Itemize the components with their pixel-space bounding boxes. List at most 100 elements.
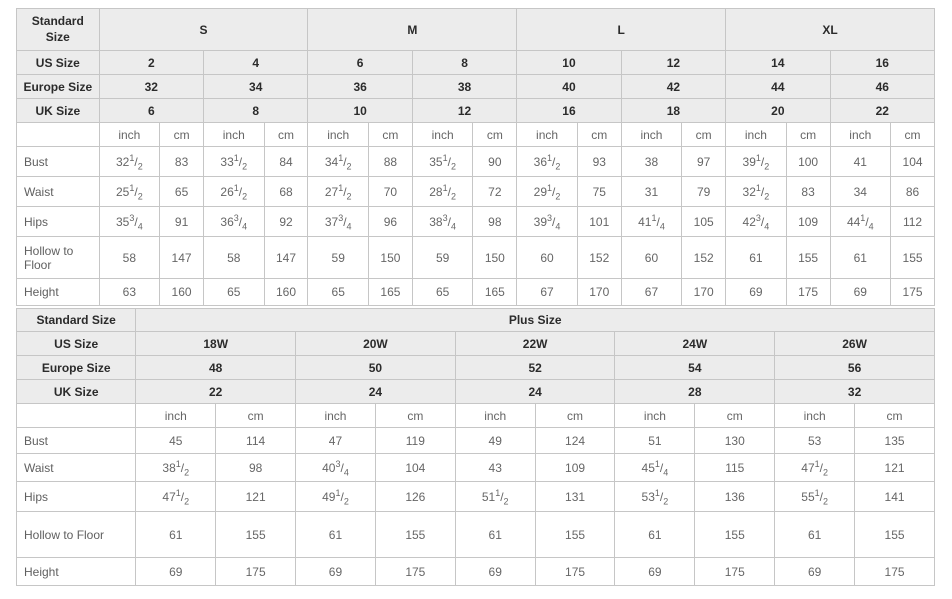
measurement-value-cell: 75 [576,176,622,207]
measurement-value-cell: 551/2 [774,481,856,512]
measurement-row: Hips 353/4 91 363/4 92 373/4 96 383/4 98 393/4 101… [16,206,935,237]
measurement-label-cell: Waist [15,453,137,482]
size-system-label-cell: Europe Size [16,74,100,99]
measurement-row: Hollow to Floor 58 147 58 147 59 150 59 150 60 152… [16,236,935,279]
size-number-cell: 22 [829,98,936,123]
measurement-value-cell: 155 [890,236,935,279]
size-number-cell: 24 [454,379,616,404]
unit-label-cell: inch [307,122,369,147]
measurement-value-cell: 341/2 [307,146,369,177]
unit-label-cell: inch [135,403,217,428]
measurement-value-cell: 451/4 [614,453,696,482]
measurement-value-cell: 79 [681,176,727,207]
size-system-label-cell: US Size [15,331,137,356]
unit-label-cell: cm [534,403,616,428]
plus-size-table: Standard Size Plus Size US Size 18W 20W 22W 24… [15,308,935,586]
measurement-value-cell: 331/2 [203,146,265,177]
measurement-value-cell: 93 [576,146,622,177]
measurement-row: Bust 321/2 83 331/2 84 341/2 88 351/2 90 361/2 93 3… [16,146,935,177]
unit-label-cell: inch [411,122,474,147]
measurement-label-cell: Hollow to Floor [16,236,100,279]
blank-corner-cell [16,122,100,147]
size-conversion-row: UK Size 6 8 10 12 16 18 20 22 [16,98,936,123]
size-system-label-cell: Europe Size [15,355,137,380]
measurement-value-cell: 160 [263,278,309,306]
measurement-value-cell: 68 [263,176,309,207]
measurement-row: Height 63 160 65 160 65 165 65 165 67 170 67 170 69 17… [16,278,935,306]
unit-label-cell: inch [203,122,265,147]
measurement-label-cell: Bust [16,146,100,177]
size-number-cell: 42 [620,74,727,99]
measurement-value-cell: 135 [854,427,935,454]
measurement-value-cell: 175 [534,557,616,586]
size-number-cell: 32 [774,379,935,404]
unit-label-cell: inch [295,403,376,428]
measurement-value-cell: 31 [620,176,683,207]
size-number-cell: 26W [774,331,935,356]
measurement-value-cell: 363/4 [203,206,265,237]
measurement-label-cell: Height [16,278,100,306]
measurement-label-cell: Height [15,557,137,586]
measurement-value-cell: 88 [367,146,413,177]
measurement-value-cell: 60 [516,236,578,279]
unit-label-cell: cm [576,122,622,147]
unit-label-cell: cm [681,122,727,147]
measurement-row: Hollow to Floor 61 155 61 155 61 155 61 155 61 155 [15,511,935,558]
measurement-value-cell: 109 [534,453,616,482]
unit-label-cell: cm [694,403,776,428]
unit-label-cell: cm [215,403,297,428]
unit-header-row: inch cm inch cm inch cm inch cm inch cm inch cm inch… [16,122,935,147]
measurement-value-cell: 34 [829,176,892,207]
measurement-value-cell: 109 [785,206,831,237]
measurement-value-cell: 98 [215,453,297,482]
size-conversion-row: US Size 18W 20W 22W 24W 26W [15,331,935,356]
size-number-cell: 28 [614,379,776,404]
measurement-value-cell: 150 [367,236,413,279]
size-number-cell: 46 [829,74,936,99]
measurement-value-cell: 291/2 [516,176,578,207]
measurement-value-cell: 69 [135,557,217,586]
size-number-cell: 50 [295,355,456,380]
measurement-value-cell: 170 [681,278,727,306]
measurement-value-cell: 147 [263,236,309,279]
measurement-value-cell: 61 [725,236,787,279]
measurement-value-cell: 91 [159,206,204,237]
measurement-value-cell: 141 [854,481,935,512]
measurement-row: Waist 251/2 65 261/2 68 271/2 70 281/2 72 291/2 75… [16,176,935,207]
measurement-value-cell: 69 [454,557,536,586]
measurement-value-cell: 59 [411,236,474,279]
corner-label-cell: Standard Size [16,8,100,51]
measurement-value-cell: 100 [785,146,831,177]
measurement-value-cell: 96 [367,206,413,237]
measurement-value-cell: 160 [159,278,204,306]
measurement-value-cell: 136 [694,481,776,512]
size-conversion-row: Europe Size 48 50 52 54 56 [15,355,935,380]
measurement-row: Hips 471/2 121 491/2 126 511/2 131 531/2 136 551/… [15,481,935,512]
measurement-value-cell: 155 [374,511,456,558]
measurement-value-cell: 441/4 [829,206,892,237]
size-number-cell: 22W [454,331,616,356]
unit-label-cell: cm [159,122,204,147]
measurement-value-cell: 271/2 [307,176,369,207]
unit-label-cell: inch [516,122,578,147]
measurement-value-cell: 92 [263,206,309,237]
size-group-header-row: Standard Size S M L XL [16,8,935,51]
standard-size-table: Standard Size S M L XL US Size 2 4 6 8 10 12 14 16 Eur… [16,8,936,306]
measurement-value-cell: 69 [614,557,696,586]
measurement-value-cell: 175 [854,557,935,586]
measurement-value-cell: 86 [890,176,935,207]
measurement-value-cell: 165 [472,278,518,306]
size-number-cell: 56 [774,355,935,380]
size-group-cell: M [307,8,518,51]
unit-label-cell: inch [725,122,787,147]
size-number-cell: 16 [516,98,622,123]
size-number-cell: 4 [202,50,309,75]
size-number-cell: 32 [98,74,205,99]
measurement-label-cell: Hips [15,481,137,512]
unit-label-cell: cm [785,122,831,147]
size-number-cell: 40 [516,74,622,99]
measurement-value-cell: 83 [785,176,831,207]
measurement-value-cell: 51 [614,427,696,454]
measurement-row: Bust 45 114 47 119 49 124 51 130 53 135 [15,427,935,454]
measurement-value-cell: 104 [890,146,935,177]
